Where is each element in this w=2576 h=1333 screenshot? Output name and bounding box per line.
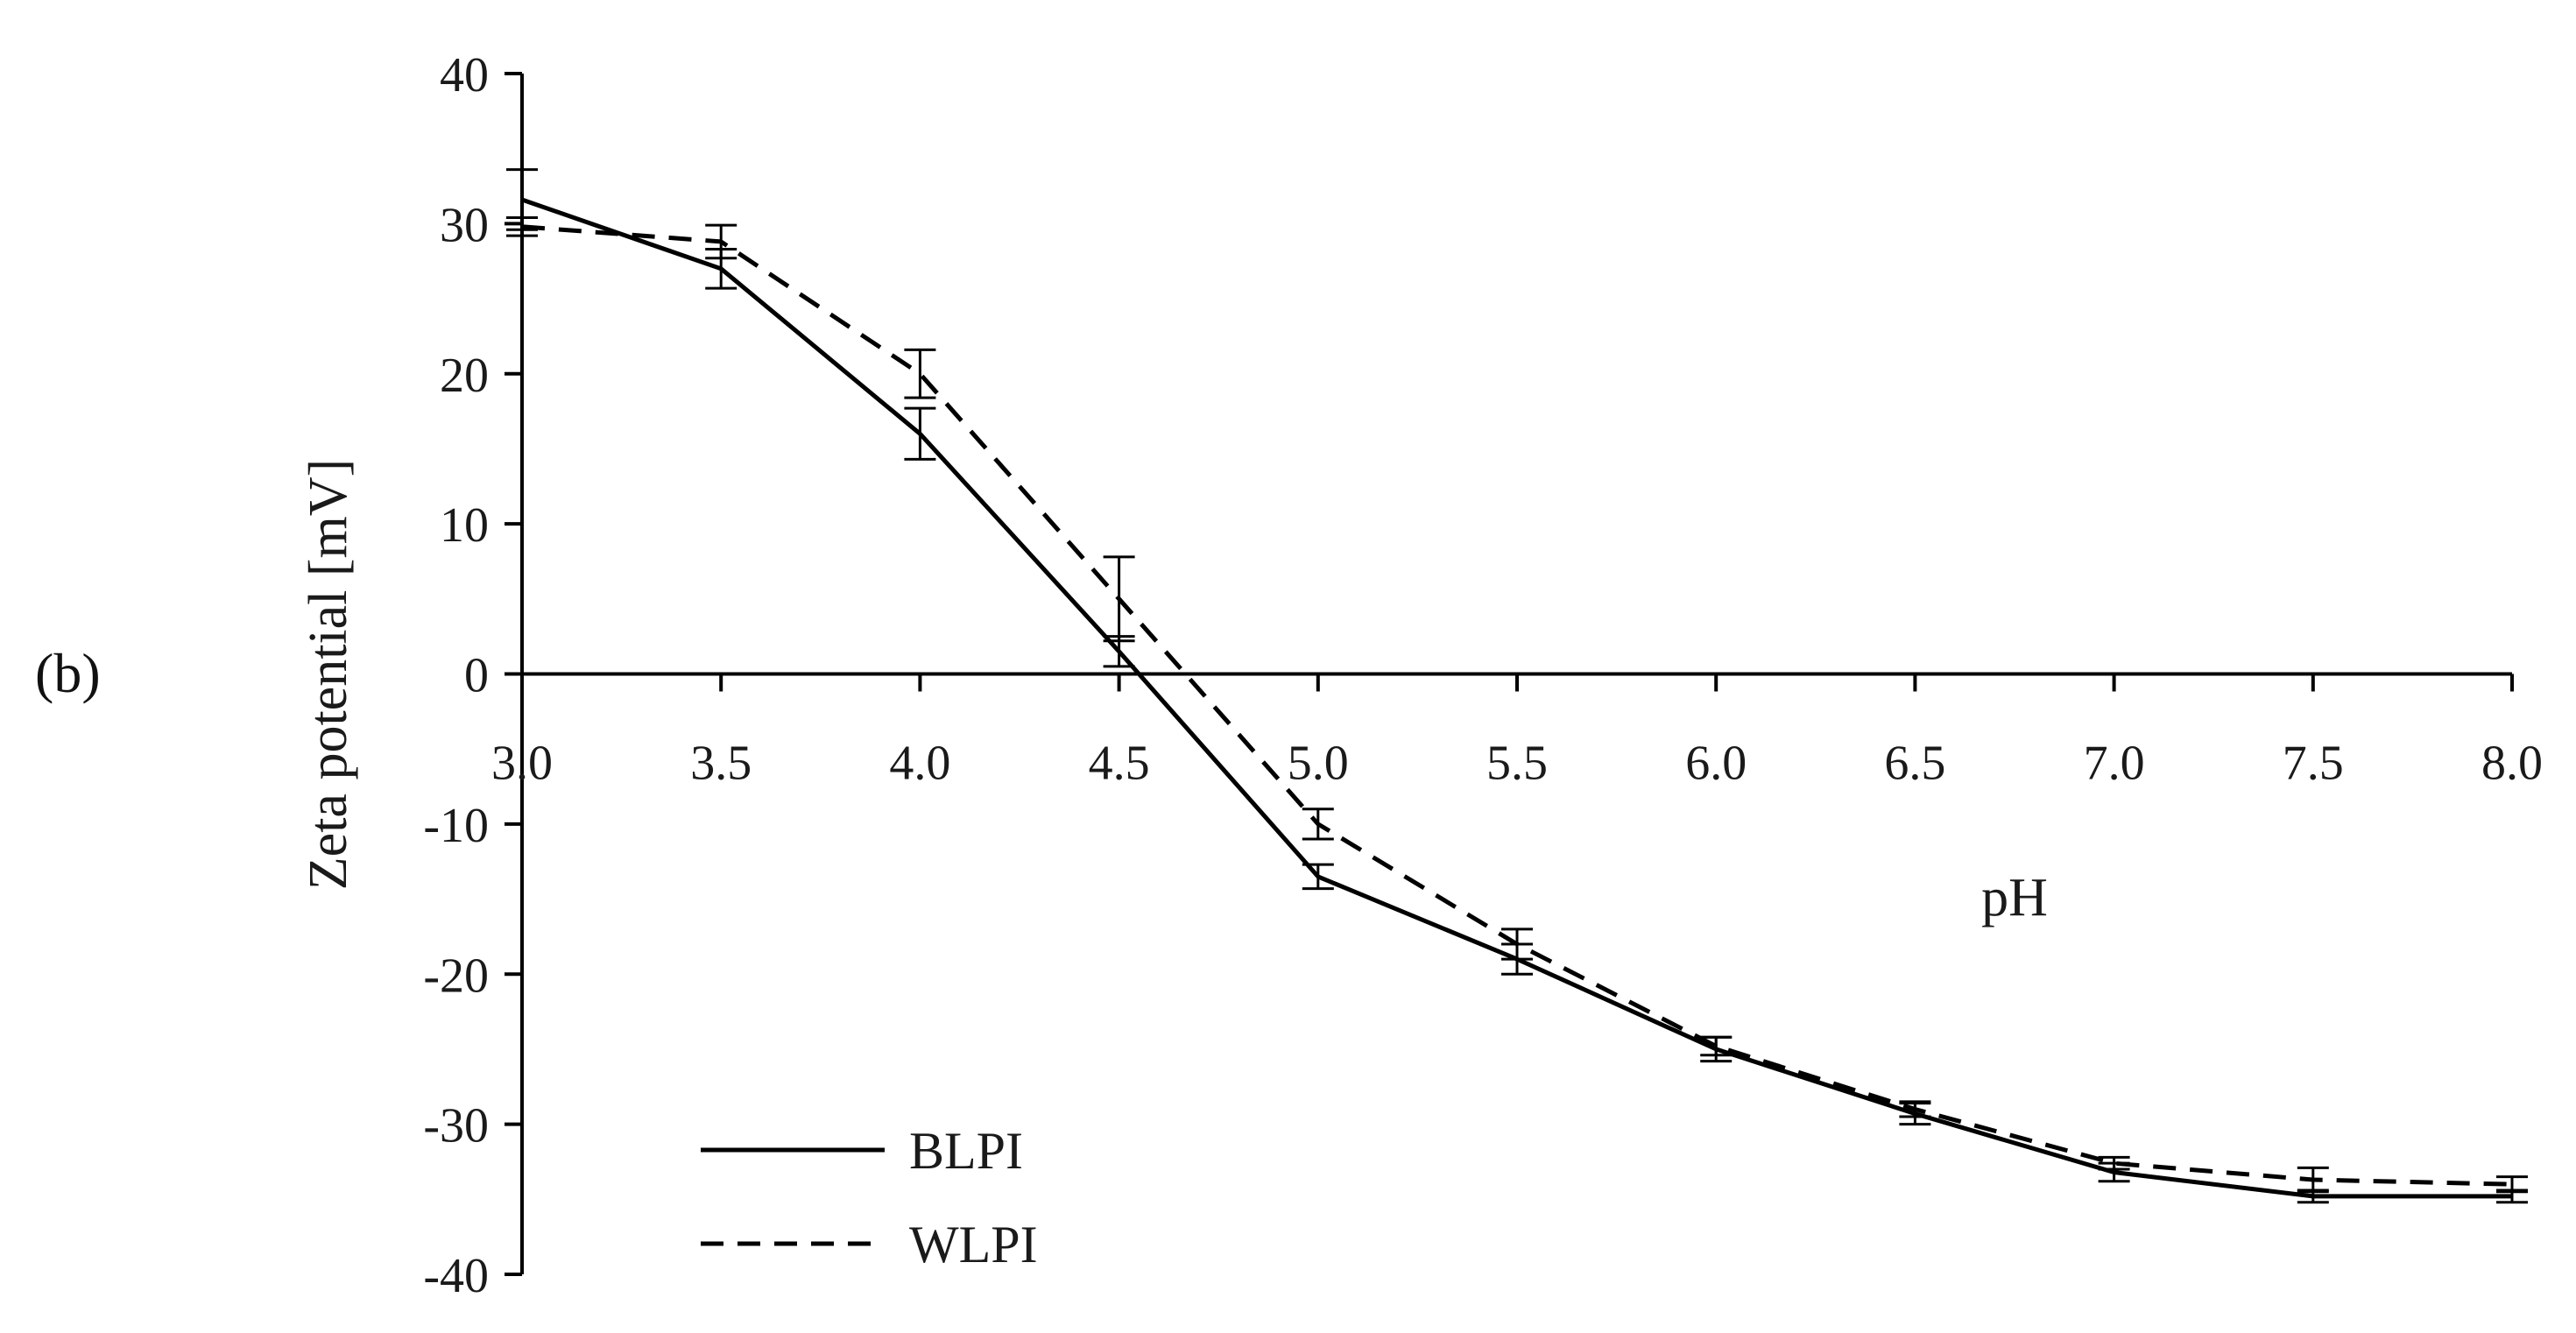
error-bar-wlpi xyxy=(1899,1100,1931,1118)
error-bar-wlpi xyxy=(2496,1175,2528,1194)
x-tick-label: 3.0 xyxy=(491,737,553,791)
y-tick-label: -20 xyxy=(423,949,489,1003)
x-tick-label: 7.0 xyxy=(2084,737,2145,791)
error-bar-blpi xyxy=(1302,863,1334,891)
x-axis-title: pH xyxy=(1981,868,2048,927)
error-bar-wlpi xyxy=(1103,555,1135,643)
legend-label-wlpi: WLPI xyxy=(909,1216,1038,1273)
y-tick-label: -30 xyxy=(423,1099,489,1153)
error-bar-wlpi xyxy=(2297,1166,2329,1194)
series-layer xyxy=(521,197,2513,1199)
y-tick-label: -10 xyxy=(423,799,489,853)
x-tick-label: 4.5 xyxy=(1089,737,1150,791)
x-tick-label: 5.0 xyxy=(1288,737,1349,791)
error-bar-wlpi xyxy=(1501,927,1533,961)
y-tick-label: 40 xyxy=(440,48,489,102)
y-tick-label: -40 xyxy=(423,1249,489,1303)
error-bar-wlpi xyxy=(2098,1155,2130,1171)
x-tick-label: 6.5 xyxy=(1884,737,1945,791)
panel-label: (b) xyxy=(35,642,101,704)
y-tick-label: 10 xyxy=(440,498,489,553)
error-bars xyxy=(506,168,2528,1204)
y-axis-title: Zeta potential [mV] xyxy=(299,459,358,890)
series-line-blpi xyxy=(521,197,2512,1199)
x-tick-label: 8.0 xyxy=(2481,737,2543,791)
x-axis-ticks: 3.0 3.5 4.0 4.5 5.0 5.5 6.0 6.5 7.0 7.5 8.0 xyxy=(491,674,2543,791)
x-tick-label: 5.5 xyxy=(1486,737,1548,791)
error-bar-wlpi xyxy=(506,216,538,237)
error-bar-wlpi xyxy=(705,223,738,260)
error-bar-blpi xyxy=(904,406,936,461)
legend-label-blpi: BLPI xyxy=(909,1122,1023,1180)
error-bar-wlpi xyxy=(1700,1035,1733,1057)
x-tick-label: 6.0 xyxy=(1685,737,1747,791)
x-tick-label: 3.5 xyxy=(690,737,752,791)
error-bar-wlpi xyxy=(1302,808,1334,841)
error-bar-wlpi xyxy=(904,348,936,399)
legend: BLPI WLPI xyxy=(701,1122,1038,1273)
y-tick-label: 0 xyxy=(464,649,489,703)
x-tick-label: 4.0 xyxy=(889,737,950,791)
x-tick-label: 7.5 xyxy=(2283,737,2344,791)
series-line-wlpi xyxy=(521,224,2513,1187)
y-tick-label: 30 xyxy=(440,198,489,252)
y-tick-label: 20 xyxy=(440,349,489,403)
y-axis-ticks: 40 30 20 10 0 -10 -20 -30 -40 xyxy=(423,48,522,1303)
